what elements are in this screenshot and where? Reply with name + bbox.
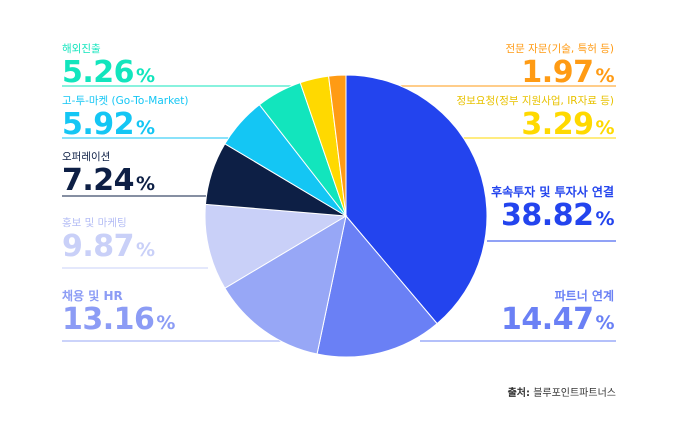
label-operation-category: 오퍼레이션 [62, 151, 111, 163]
source-label: 출처: [507, 388, 530, 399]
label-partner: 파트너 연계 14.47% [501, 289, 614, 340]
pie-slice-2 [224, 214, 347, 355]
label-info-request-value: 3.29% [521, 107, 614, 142]
pie-slice-1 [316, 214, 438, 358]
label-marketing-category: 홍보 및 마케팅 [62, 217, 127, 229]
source-text: 블루포인트파트너스 [533, 388, 616, 399]
label-info-request: 정보요청(정부 지원사업, IR자료 등) 3.29% [456, 94, 614, 145]
label-info-request-category: 정보요청(정부 지원사업, IR자료 등) [456, 95, 614, 107]
label-overseas: 해외진출 5.26% [62, 42, 155, 93]
pie-slice-8 [328, 74, 347, 217]
source-note: 출처: 블루포인트파트너스 [508, 384, 616, 399]
label-partner-value: 14.47% [501, 302, 614, 337]
label-marketing-value: 9.87% [62, 229, 155, 264]
label-advisory-value: 1.97% [521, 55, 614, 90]
label-operation: 오퍼레이션 7.24% [62, 150, 155, 201]
label-advisory: 전문 자문(기술, 특허 등) 1.97% [505, 42, 615, 93]
label-gtm: 고-투-마켓 (Go-To-Market) 5.92% [62, 94, 188, 145]
label-marketing: 홍보 및 마케팅 9.87% [62, 216, 155, 267]
label-partner-category: 파트너 연계 [554, 289, 614, 303]
label-hr: 채용 및 HR 13.16% [62, 289, 175, 340]
label-hr-value: 13.16% [62, 302, 175, 337]
pie-slices [204, 74, 488, 358]
label-overseas-value: 5.26% [62, 55, 155, 90]
label-follow-on-investment: 후속투자 및 투자사 연결 38.82% [491, 185, 614, 236]
label-hr-category: 채용 및 HR [62, 289, 123, 303]
pie-slice-3 [204, 203, 348, 289]
label-advisory-category: 전문 자문(기술, 특허 등) [505, 43, 614, 55]
pie-slice-0 [345, 74, 488, 325]
label-overseas-category: 해외진출 [62, 43, 101, 55]
label-follow-on-investment-category: 후속투자 및 투자사 연결 [491, 185, 614, 199]
label-operation-value: 7.24% [62, 163, 155, 198]
label-gtm-value: 5.92% [62, 107, 155, 142]
label-gtm-category: 고-투-마켓 (Go-To-Market) [62, 95, 189, 107]
label-follow-on-investment-value: 38.82% [501, 198, 614, 233]
